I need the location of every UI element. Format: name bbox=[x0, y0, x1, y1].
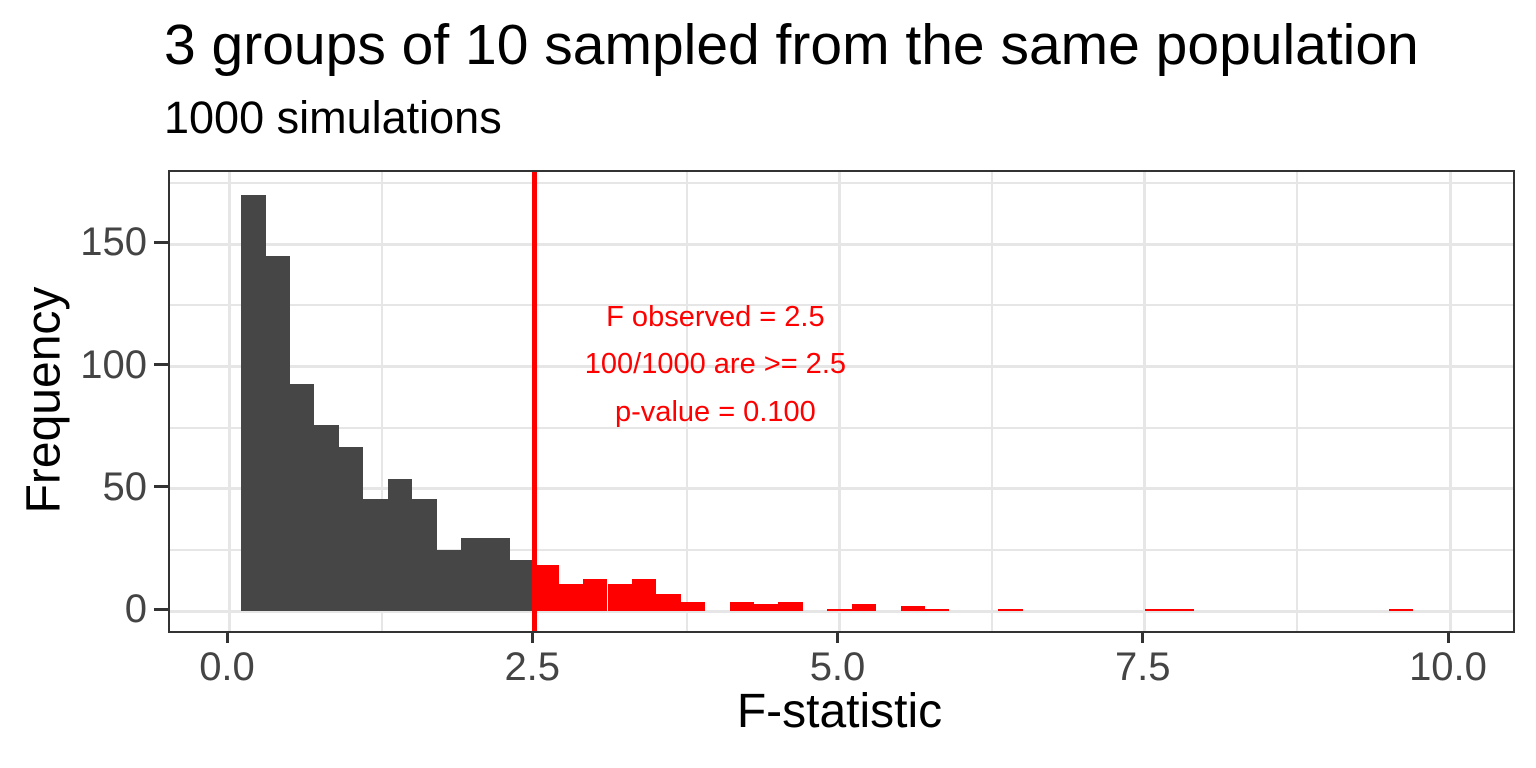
histogram-bar bbox=[338, 447, 364, 612]
histogram-bar bbox=[534, 564, 559, 612]
histogram-bar bbox=[778, 601, 803, 612]
histogram-bar bbox=[607, 584, 632, 612]
x-minor-gridline bbox=[1296, 172, 1299, 631]
x-axis-tick bbox=[1141, 631, 1145, 643]
y-minor-gridline bbox=[170, 549, 1513, 552]
histogram-bar bbox=[754, 603, 779, 612]
x-axis-tick bbox=[225, 631, 229, 643]
x-major-gridline bbox=[838, 172, 841, 631]
y-major-gridline bbox=[170, 487, 1513, 491]
histogram-bar bbox=[509, 559, 535, 612]
histogram-bar bbox=[363, 498, 388, 612]
x-tick-label: 5.0 bbox=[809, 645, 866, 689]
histogram-bar bbox=[412, 498, 437, 612]
y-major-gridline bbox=[170, 365, 1513, 368]
x-axis-title: F-statistic bbox=[736, 685, 943, 738]
f-observed-line bbox=[531, 172, 537, 631]
x-minor-gridline bbox=[380, 172, 383, 631]
histogram-bar bbox=[485, 537, 510, 612]
x-axis-tick bbox=[530, 631, 534, 643]
histogram-bar bbox=[1169, 608, 1194, 612]
annotation-line-p-value: p-value = 0.100 bbox=[615, 395, 816, 428]
histogram-bar bbox=[729, 601, 755, 612]
histogram-bar bbox=[827, 608, 852, 612]
y-tick-label: 0 bbox=[124, 587, 147, 632]
y-tick-label: 50 bbox=[102, 464, 148, 509]
histogram-bar bbox=[1144, 608, 1170, 612]
histogram-bar bbox=[1388, 608, 1414, 612]
x-minor-gridline bbox=[991, 172, 994, 631]
annotation-line-count-exceeding: 100/1000 are >= 2.5 bbox=[584, 347, 847, 380]
x-tick-label: 10.0 bbox=[1409, 645, 1487, 689]
histogram-bar bbox=[241, 195, 266, 612]
y-axis-tick bbox=[154, 240, 168, 244]
x-axis-tick bbox=[836, 631, 839, 643]
histogram-bar bbox=[290, 383, 315, 612]
y-tick-label: 100 bbox=[80, 342, 147, 387]
chart-title: 3 groups of 10 sampled from the same pop… bbox=[164, 13, 1419, 77]
histogram-bar bbox=[558, 584, 584, 612]
y-major-gridline bbox=[170, 609, 1513, 613]
y-major-gridline bbox=[170, 242, 1513, 246]
y-axis-tick bbox=[154, 607, 168, 611]
histogram-bar bbox=[900, 606, 925, 612]
y-minor-gridline bbox=[170, 304, 1513, 307]
histogram-bar bbox=[460, 537, 486, 612]
histogram-bar bbox=[924, 608, 950, 612]
y-minor-gridline bbox=[170, 426, 1513, 429]
y-axis-tick bbox=[154, 363, 168, 366]
x-major-gridline bbox=[1143, 172, 1147, 631]
x-major-gridline bbox=[1448, 172, 1452, 631]
x-tick-label: 2.5 bbox=[504, 645, 561, 689]
histogram-bar bbox=[387, 479, 413, 612]
histogram-bar bbox=[998, 608, 1023, 612]
y-axis-tick bbox=[154, 485, 168, 489]
annotation-line-f-observed: F observed = 2.5 bbox=[606, 300, 825, 333]
x-major-gridline bbox=[227, 172, 231, 631]
histogram-bar bbox=[631, 579, 657, 612]
histogram-bar bbox=[583, 579, 608, 612]
histogram-bar bbox=[656, 594, 681, 612]
histogram-bar bbox=[851, 603, 877, 612]
histogram-bar bbox=[265, 256, 291, 612]
plot-panel bbox=[168, 170, 1515, 633]
y-tick-label: 150 bbox=[80, 220, 147, 265]
histogram-bar bbox=[680, 601, 706, 612]
x-minor-gridline bbox=[685, 172, 688, 631]
x-axis-tick bbox=[1446, 631, 1450, 643]
x-tick-label: 0.0 bbox=[199, 645, 255, 689]
x-tick-label: 7.5 bbox=[1114, 645, 1171, 689]
p-value-annotation: F observed = 2.5 100/1000 are >= 2.5 p-v… bbox=[585, 293, 846, 436]
histogram-bar bbox=[436, 550, 461, 612]
chart-subtitle: 1000 simulations bbox=[164, 92, 502, 143]
y-minor-gridline bbox=[170, 181, 1513, 184]
histogram-bar bbox=[314, 425, 339, 612]
